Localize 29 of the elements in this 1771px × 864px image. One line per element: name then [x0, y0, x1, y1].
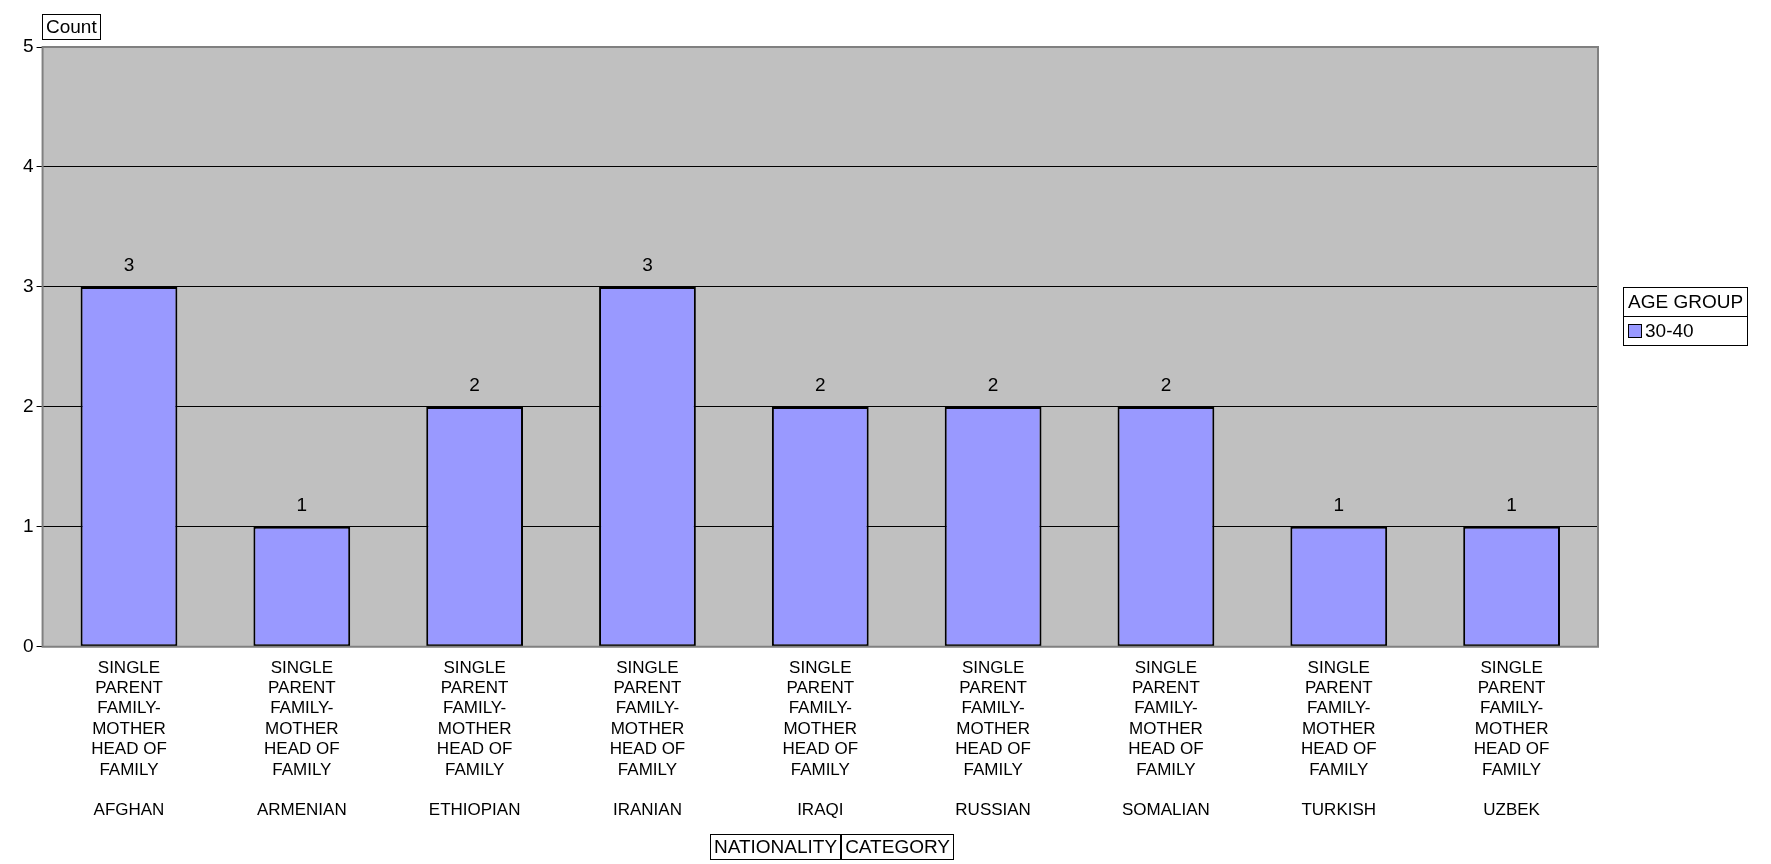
y-tick-label: 2: [22, 395, 34, 417]
y-tick-label: 4: [22, 155, 34, 177]
category-label: SINGLE PARENT FAMILY-MOTHER HEAD OF FAMILY TURKISH: [1300, 657, 1377, 820]
y-tick-label: 3: [22, 275, 34, 297]
category-label: SINGLE PARENT FAMILY-MOTHER HEAD OF FAMILY IRANIAN: [609, 657, 686, 820]
y-tick-label: 5: [22, 35, 34, 57]
y-tick-label: 1: [22, 515, 34, 537]
data-label: 1: [1333, 493, 1345, 515]
category-label: SINGLE PARENT FAMILY-MOTHER HEAD OF FAMILY RUSSIAN: [955, 657, 1031, 820]
text: CATEGORY: [841, 834, 955, 860]
data-label: 2: [469, 373, 480, 395]
category-label: SINGLE PARENT FAMILY-MOTHER HEAD OF FAMILY UZBEK: [1473, 657, 1550, 820]
data-label: 3: [642, 253, 653, 275]
legend-label: 30-40: [1644, 319, 1695, 343]
data-label: 1: [296, 493, 308, 515]
category-label: SINGLE PARENT FAMILY-MOTHER HEAD OF FAMILY SOMALIAN: [1122, 657, 1210, 820]
data-label: 3: [123, 253, 135, 275]
y-tick-label: 0: [22, 635, 34, 657]
category-label: SINGLE PARENT FAMILY-MOTHER HEAD OF FAMILY AFGHAN: [91, 657, 167, 820]
data-label: 1: [1506, 493, 1517, 515]
category-label: SINGLE PARENT FAMILY-MOTHER HEAD OF FAMILY IRAQI: [782, 657, 859, 820]
data-label: 2: [987, 373, 999, 395]
category-label: SINGLE PARENT FAMILY-MOTHER HEAD OF FAMILY ARMENIAN: [256, 657, 347, 820]
category-label: SINGLE PARENT FAMILY-MOTHER HEAD OF FAMILY ETHIOPIAN: [428, 657, 521, 820]
legend-title: AGE GROUP: [1624, 288, 1748, 317]
text: NATIONALITY: [709, 834, 842, 860]
y-axis-title: Count: [42, 14, 101, 40]
data-label: 2: [1160, 373, 1172, 395]
data-label: 2: [814, 373, 826, 395]
